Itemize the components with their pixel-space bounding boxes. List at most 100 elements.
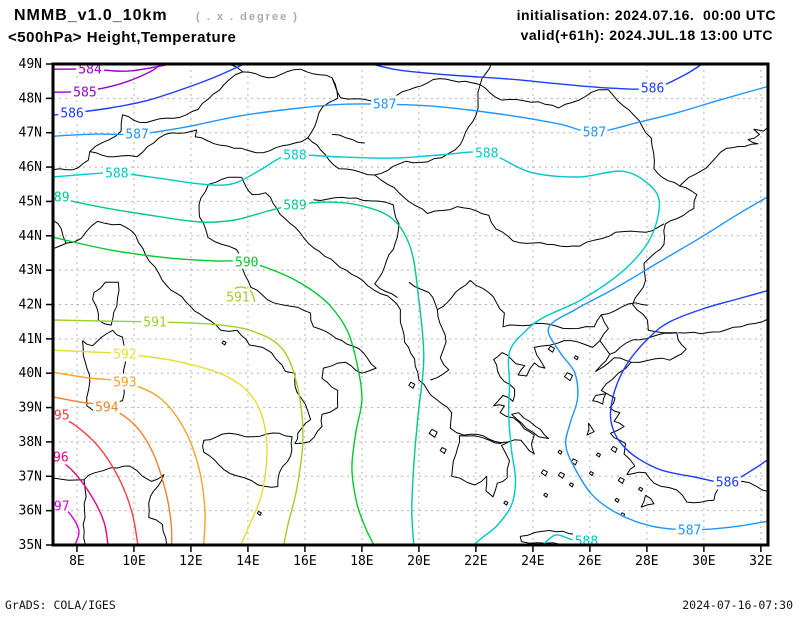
coastline-attica-n-aegean-marmara (493, 332, 687, 455)
small-island (573, 355, 579, 361)
contour-labels: 584 585 586 586 586 587 587 587 587 588 588 588 588 5… (45, 63, 742, 549)
small-island (543, 492, 549, 498)
x-tick-label: 20E (407, 554, 430, 569)
coastline-france-italy-border (53, 219, 67, 244)
contour-586 (368, 64, 704, 90)
contour-584 (53, 64, 174, 72)
contour-label-588: 588 (475, 146, 498, 161)
coastline-algeria-tunisia-border (82, 479, 87, 545)
coastline-greece-turkey-border (599, 314, 609, 341)
x-tick-label: 22E (464, 554, 487, 569)
coastline-istria-dalmatia-w-greece (241, 177, 509, 444)
contour-label-588: 588 (283, 149, 306, 164)
small-island (408, 381, 416, 389)
contour-label-592: 592 (113, 347, 136, 362)
contour-label-587: 587 (678, 523, 701, 538)
lat-lon-gridlines (53, 64, 768, 545)
contour-594 (53, 396, 173, 545)
coastline-austria-swiss-czech-border (89, 64, 244, 152)
model-title: NMMB_v1.0_10km (14, 7, 168, 24)
y-tick-label: 35N (19, 538, 42, 553)
contour-label-595: 595 (46, 409, 69, 424)
y-tick-label: 37N (19, 469, 42, 484)
small-island (564, 372, 574, 382)
contour-label-590: 590 (235, 255, 258, 270)
x-tick-label: 16E (293, 554, 316, 569)
y-tick-label: 38N (19, 435, 42, 450)
coastline-rhodes (640, 494, 655, 508)
coastline-hungary-romania-moldova-border (374, 84, 680, 187)
grid-resolution-note: ( . x . degree ) (196, 11, 299, 23)
valid-time: valid(+61h): 2024.JUL.18 13:00 UTC (520, 27, 773, 43)
small-island (614, 497, 620, 503)
contour-label-596: 596 (45, 451, 68, 466)
contour-588 (53, 151, 661, 545)
small-island (503, 500, 509, 506)
small-island (588, 471, 594, 477)
coastline-bosnia-serbia-border (313, 196, 400, 299)
coastline-czech-slovakia-border (242, 64, 492, 104)
contour-label-588: 588 (105, 166, 128, 181)
contour-label-587: 587 (125, 128, 148, 143)
coastline-turkey-black-sea-coast (678, 318, 768, 335)
coastline-albania-greece-border (430, 309, 450, 381)
contour-label-587: 587 (373, 98, 396, 113)
y-tick-label: 47N (19, 126, 42, 141)
contour-586 (53, 64, 246, 116)
y-tick-label: 46N (19, 160, 42, 175)
coastlines-borders (53, 64, 768, 545)
x-tick-label: 14E (236, 554, 259, 569)
coastline-sardinia (82, 329, 127, 412)
contour-597 (53, 497, 80, 545)
small-island (221, 340, 227, 346)
contour-592 (53, 349, 268, 545)
contour-label-586: 586 (60, 107, 83, 122)
small-island (568, 482, 574, 488)
x-tick-label: 24E (521, 554, 544, 569)
contour-586 (609, 289, 768, 484)
contour-label-597: 597 (46, 500, 69, 515)
creation-timestamp: 2024-07-16-07:30 (682, 598, 793, 612)
axis-labels: 8E 10E 12E 14E 16E 18E 20E 22E 24E 26E 28E 30E 32E 35… (19, 57, 773, 569)
x-tick-label: 30E (692, 554, 715, 569)
x-tick-label: 28E (635, 554, 658, 569)
coastline-sicily (202, 432, 293, 488)
contour-label-586: 586 (641, 82, 664, 97)
y-tick-label: 48N (19, 91, 42, 106)
contour-label-585: 585 (73, 86, 96, 101)
x-tick-label: 10E (122, 554, 145, 569)
coastline-danube-borders (307, 137, 665, 248)
contour-label-584: 584 (78, 63, 102, 78)
y-tick-label: 43N (19, 263, 42, 278)
contour-587 (53, 85, 768, 137)
coastline-anatolia-coast (600, 361, 768, 504)
contour-label-591: 591 (226, 290, 249, 305)
small-island (557, 449, 563, 455)
map-frame (51, 62, 770, 547)
y-tick-label: 49N (19, 57, 42, 72)
coastline-north-africa-coast (53, 465, 168, 545)
contour-label-594: 594 (95, 400, 119, 415)
contour-593 (53, 371, 206, 545)
small-island (595, 452, 601, 458)
contour-587 (547, 195, 768, 531)
contour-label-593: 593 (113, 376, 136, 391)
contour-label-588: 588 (575, 534, 598, 549)
small-island (610, 445, 618, 453)
y-tick-label: 41N (19, 332, 42, 347)
y-tick-label: 44N (19, 229, 42, 244)
small-island (256, 510, 262, 516)
coastline-peloponnese (451, 435, 510, 498)
contour-label-591: 591 (143, 316, 166, 331)
small-island (557, 471, 565, 479)
coastline-nw-coast-italy-adriatic (53, 176, 377, 445)
initialisation-time: initialisation: 2024.07.16. 00:00 UTC (516, 7, 776, 23)
y-tick-label: 45N (19, 194, 42, 209)
y-tick-label: 36N (19, 504, 42, 519)
coastline-corsica (92, 281, 120, 326)
x-tick-label: 8E (69, 554, 85, 569)
small-island (638, 486, 644, 492)
axis-ticks (46, 63, 762, 552)
